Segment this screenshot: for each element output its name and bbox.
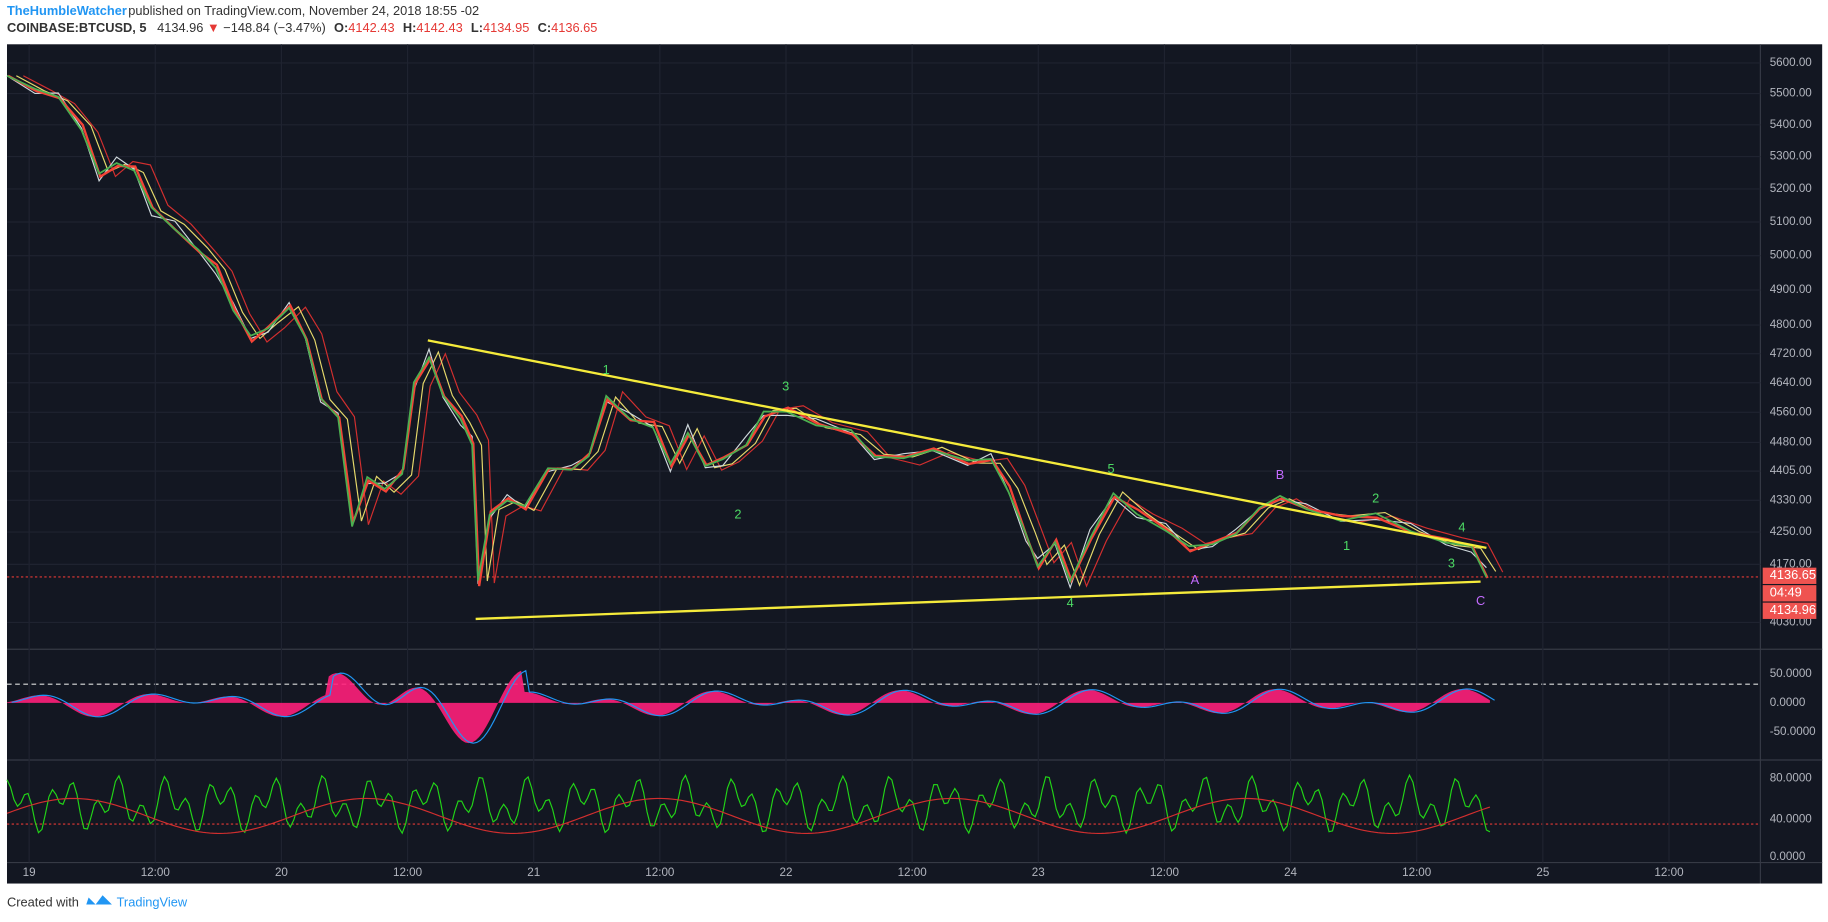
plot-line <box>23 75 1504 588</box>
trendline-lower <box>475 580 1481 621</box>
low: 4134.95 <box>483 21 529 36</box>
time-tick-label: 12:00 <box>141 866 171 879</box>
price-tick-label: 4170.00 <box>1770 557 1813 570</box>
high-label: H: <box>403 21 417 36</box>
time-tick-label: 19 <box>23 866 36 879</box>
close-label: C: <box>538 21 552 36</box>
time-tick-label: 20 <box>275 866 288 879</box>
wave-label: 3 <box>782 378 789 393</box>
arrow: ▼ <box>207 21 220 36</box>
price-marker-box <box>1762 585 1817 602</box>
osc-line <box>11 669 1495 744</box>
price-tick-label: 4560.00 <box>1770 405 1813 418</box>
price-tick-label: 4900.00 <box>1770 283 1813 296</box>
symbol-line: COINBASE:BTCUSD, 5 4134.96 ▼ −148.84 (−3… <box>7 21 597 36</box>
time-tick-label: 23 <box>1032 866 1045 879</box>
osc1-tick-label: 50.0000 <box>1770 667 1813 680</box>
price-tick-label: 4250.00 <box>1770 525 1813 538</box>
osc1-tick-label: 0.0000 <box>1770 696 1806 709</box>
wave-label: A <box>1191 572 1200 587</box>
price-marker: 4134.96 <box>1770 602 1816 617</box>
price-marker: 4136.65 <box>1770 567 1816 582</box>
wave-label: 4 <box>1067 595 1074 610</box>
time-tick-label: 12:00 <box>393 866 423 879</box>
osc1-tick-label: -50.0000 <box>1770 725 1816 738</box>
time-tick-label: 12:00 <box>645 866 675 879</box>
footer-created: Created with <box>7 895 79 910</box>
wave-label: 2 <box>734 507 741 522</box>
time-tick-label: 22 <box>780 866 793 879</box>
osc-line <box>6 773 1491 835</box>
price-marker: 04:49 <box>1770 585 1802 600</box>
price-tick-label: 4330.00 <box>1770 493 1813 506</box>
time-tick-label: 21 <box>527 866 540 879</box>
wave-label: 4 <box>1458 519 1465 534</box>
time-tick-label: 12:00 <box>1402 866 1432 879</box>
price-tick-label: 4640.00 <box>1770 376 1813 389</box>
time-tick-label: 12:00 <box>898 866 928 879</box>
close: 4136.65 <box>551 21 597 36</box>
high: 4142.43 <box>416 21 462 36</box>
wave-label: B <box>1276 467 1285 482</box>
price-tick-label: 5000.00 <box>1770 249 1813 262</box>
time-tick-label: 24 <box>1284 866 1297 879</box>
osc-line <box>6 797 1491 834</box>
price-marker-box <box>1762 602 1817 619</box>
wave-label: 5 <box>1107 461 1114 476</box>
price-tick-label: 5200.00 <box>1770 182 1813 195</box>
wave-label: 2 <box>1372 490 1379 505</box>
price-tick-label: 5500.00 <box>1770 87 1813 100</box>
price-tick-label: 5100.00 <box>1770 215 1813 228</box>
price-tick-label: 5300.00 <box>1770 150 1813 163</box>
osc2-tick-label: 40.0000 <box>1770 813 1813 826</box>
price-tick-label: 4405.00 <box>1770 464 1813 477</box>
price-tick-label: 4480.00 <box>1770 436 1813 449</box>
wave-label: 1 <box>603 362 610 377</box>
last: 4134.96 <box>157 21 203 36</box>
wave-label: 3 <box>1448 556 1455 571</box>
histogram <box>6 670 1490 744</box>
osc2-tick-label: 80.0000 <box>1770 772 1813 785</box>
change: −148.84 (−3.47%) <box>223 21 326 36</box>
wave-label: 1 <box>1343 538 1350 553</box>
author[interactable]: TheHumbleWatcher <box>7 3 127 18</box>
tv-logo <box>86 895 112 905</box>
price-tick-label: 5400.00 <box>1770 118 1813 131</box>
price-tick-label: 4720.00 <box>1770 347 1813 360</box>
time-tick-label: 25 <box>1536 866 1549 879</box>
open-label: O: <box>334 21 348 36</box>
trendline-upper <box>427 339 1487 549</box>
low-label: L: <box>471 21 483 36</box>
price-tick-label: 5600.00 <box>1770 56 1813 69</box>
wave-label: C <box>1476 593 1485 608</box>
footer-brand[interactable]: TradingView <box>117 895 188 910</box>
open: 4142.43 <box>348 21 394 36</box>
time-tick-label: 12:00 <box>1150 866 1180 879</box>
symbol: COINBASE:BTCUSD, 5 <box>7 21 147 36</box>
price-tick-label: 4800.00 <box>1770 318 1813 331</box>
plot-line <box>6 74 1488 584</box>
osc2-tick-label: 0.0000 <box>1770 850 1806 863</box>
price-marker-box <box>1762 567 1817 584</box>
time-tick-label: 12:00 <box>1654 866 1684 879</box>
published: published on TradingView.com, November 2… <box>128 3 479 18</box>
